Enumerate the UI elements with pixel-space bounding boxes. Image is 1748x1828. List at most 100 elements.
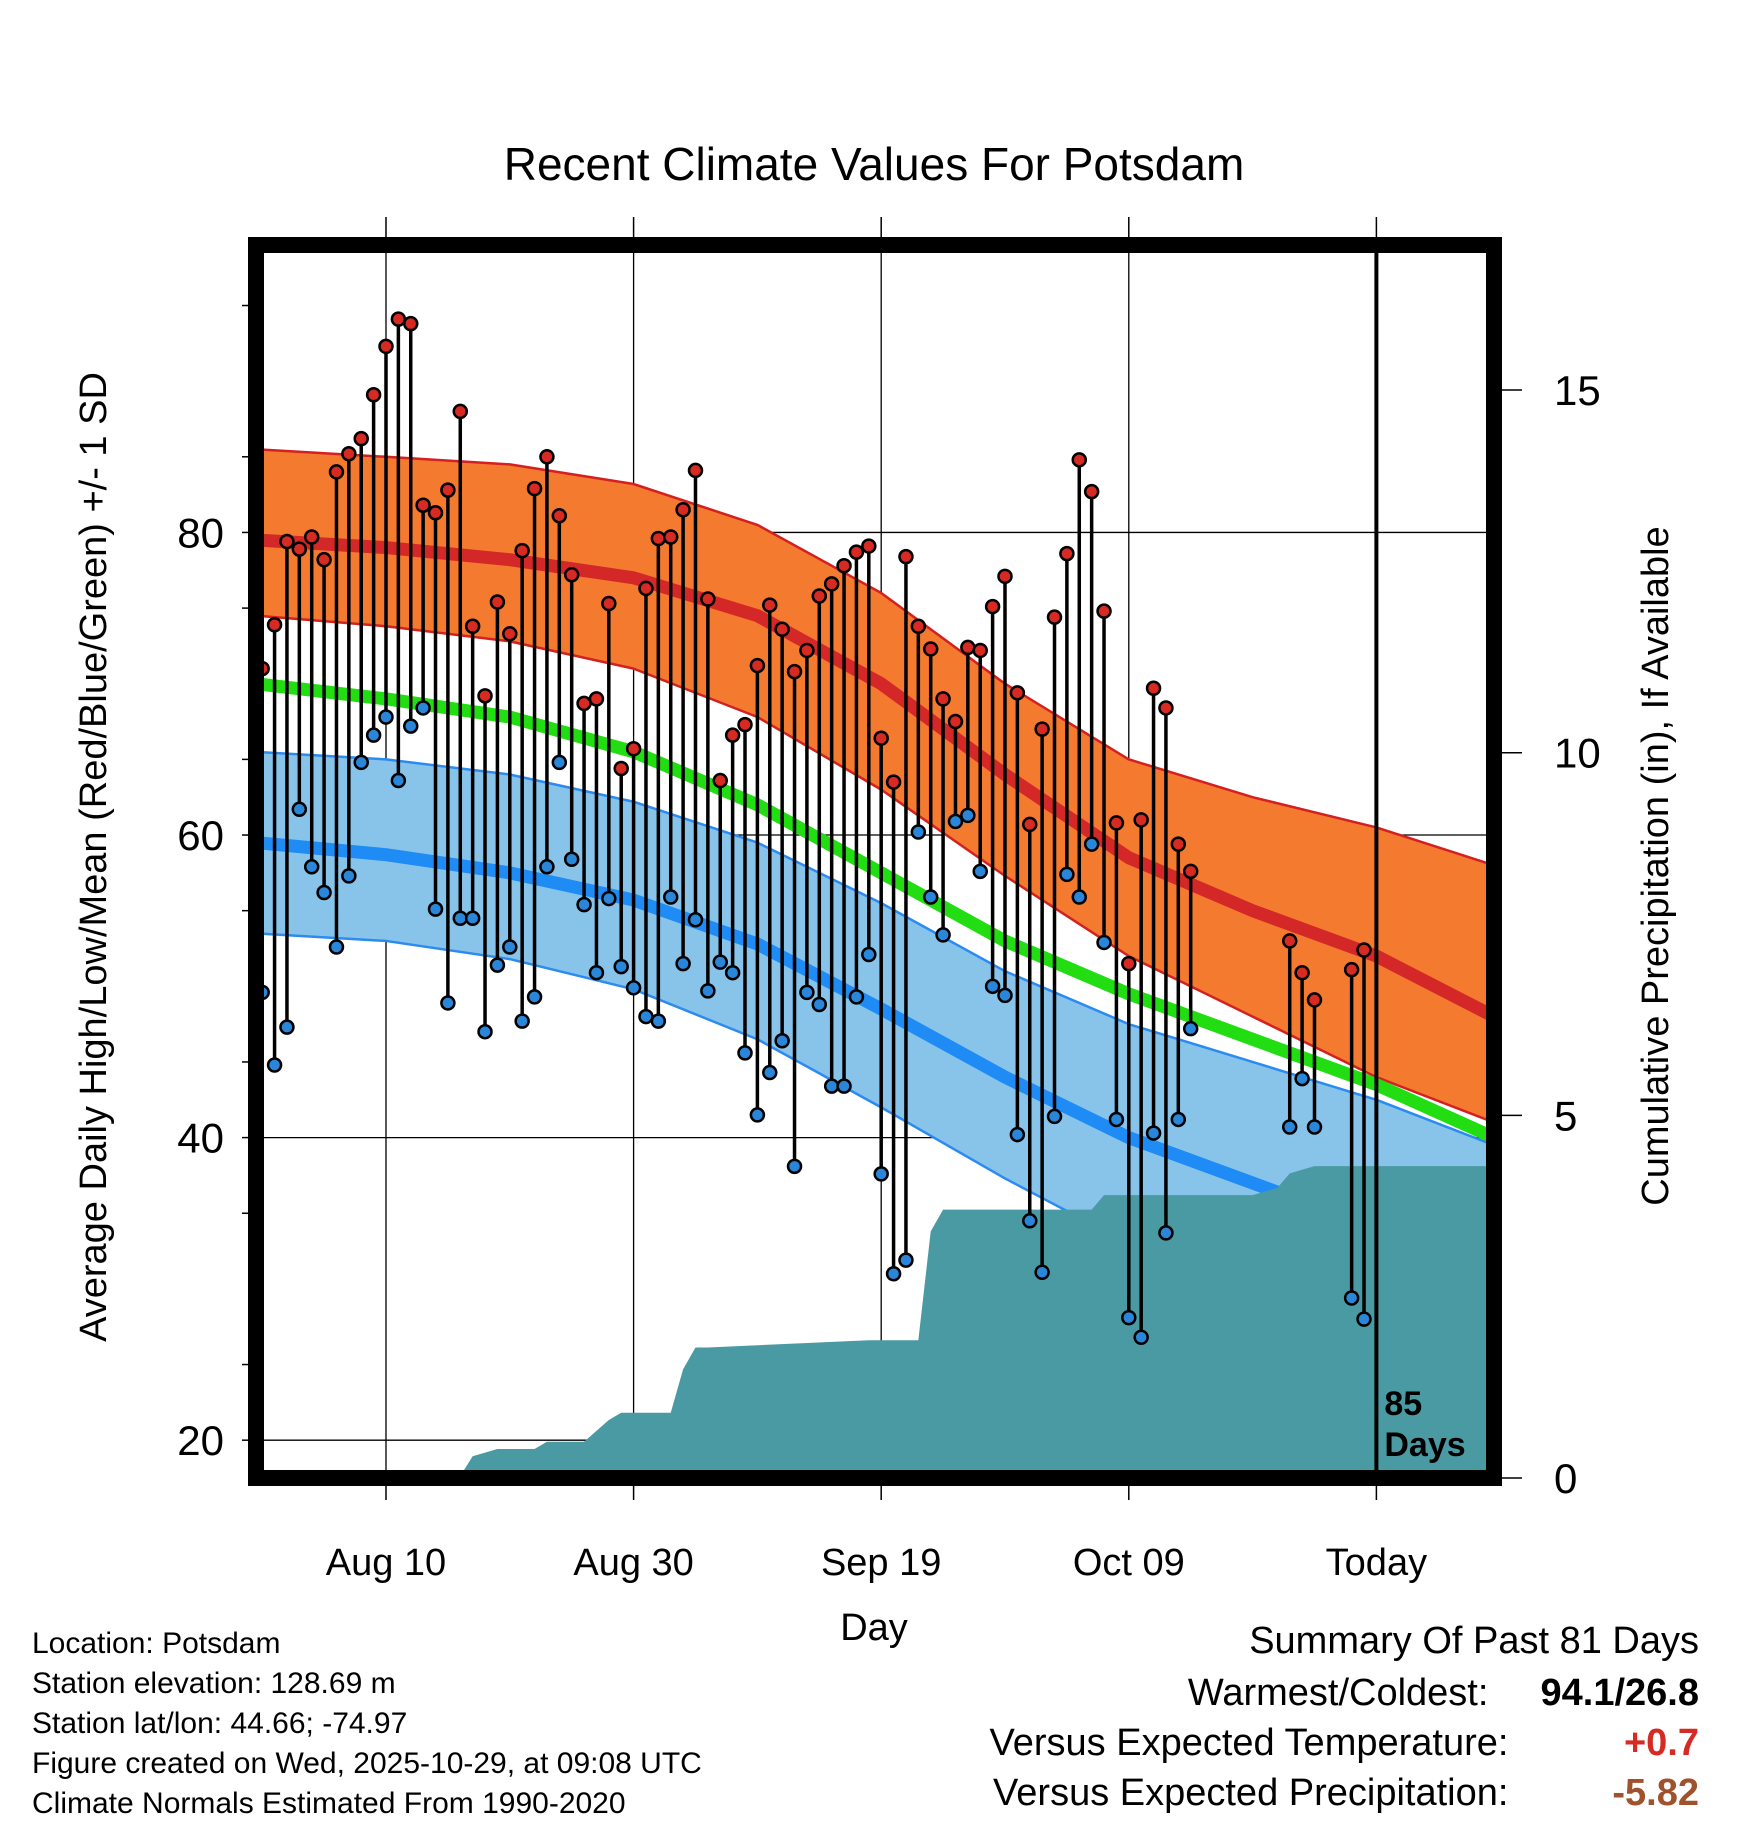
- summary-precip: Versus Expected Precipitation: -5.82: [993, 1772, 1699, 1815]
- obs-low-point: [885, 1266, 902, 1282]
- high-upper-edge: [256, 447, 1494, 867]
- summary-temp: Versus Expected Temperature: +0.7: [990, 1722, 1699, 1765]
- obs-high-point: [551, 508, 568, 524]
- obs-high-point: [1096, 603, 1112, 619]
- x-tick-label: Sep 19: [821, 1542, 941, 1584]
- obs-high-point: [427, 505, 444, 521]
- obs-low-point: [1145, 1125, 1162, 1141]
- high-mean-line: [256, 533, 1494, 1023]
- obs-low-point: [1108, 1111, 1125, 1128]
- y2-tick-label: 5: [1554, 1092, 1577, 1139]
- obs-high-point: [365, 387, 382, 403]
- obs-low-point: [563, 851, 580, 867]
- obs-high-point: [873, 730, 889, 746]
- axes: 20 40 60 80 0 5 10 15 Aug 10 Aug 30 Sep 19 Oct 09 To…: [73, 217, 1677, 1649]
- obs-low-point: [1294, 1070, 1310, 1087]
- obs-low-point: [861, 946, 877, 963]
- obs-high-point: [1133, 812, 1149, 828]
- obs-high-point: [477, 688, 493, 704]
- obs-low-point: [650, 1013, 667, 1029]
- obs-high-point: [898, 548, 914, 565]
- obs-high-point: [662, 529, 679, 545]
- warm-cold-value: 94.1/26.8: [1540, 1672, 1699, 1714]
- obs-low-point: [1022, 1213, 1038, 1229]
- obs-high-point: [1306, 992, 1323, 1008]
- obs-low-point: [786, 1158, 803, 1175]
- obs-low-point: [464, 910, 481, 926]
- obs-high-point: [378, 338, 394, 355]
- obs-high-point: [539, 449, 555, 465]
- obs-high-point: [724, 727, 741, 743]
- obs-high-point: [786, 663, 803, 680]
- obs-high-point: [341, 446, 357, 462]
- obs-low-point: [316, 884, 332, 901]
- x-tick-label: Aug 30: [573, 1542, 693, 1584]
- obs-high-point: [774, 621, 790, 638]
- obs-high-point: [972, 642, 988, 659]
- obs-low-point: [947, 813, 964, 830]
- obs-high-point: [823, 576, 840, 592]
- obs-high-point: [935, 691, 951, 707]
- latlon-text: Station lat/lon: 44.66; -74.97: [32, 1707, 408, 1740]
- y2-tick-label: 0: [1554, 1455, 1577, 1502]
- y-axis-title: Average Daily High/Low/Mean (Red/Blue/Gr…: [73, 372, 115, 1342]
- normals-text: Climate Normals Estimated From 1990-2020: [32, 1787, 626, 1820]
- obs-low-point: [873, 1166, 889, 1182]
- obs-high-point: [502, 626, 518, 642]
- obs-low-point: [1096, 934, 1112, 951]
- obs-high-point: [440, 482, 456, 498]
- obs-low-point: [1071, 889, 1088, 905]
- obs-low-point: [427, 901, 444, 917]
- obs-high-point: [328, 464, 345, 480]
- obs-low-point: [724, 964, 741, 981]
- obs-low-point: [403, 718, 419, 734]
- obs-low-point: [526, 989, 543, 1005]
- obs-high-point: [650, 530, 667, 547]
- obs-high-point: [762, 597, 778, 613]
- obs-low-point: [415, 700, 431, 716]
- obs-low-point: [1343, 1290, 1360, 1306]
- y-tick-label: 60: [177, 812, 224, 859]
- obs-low-point: [353, 754, 369, 771]
- obs-low-point: [625, 980, 642, 996]
- precip-anomaly-value: -5.82: [1612, 1772, 1699, 1814]
- obs-high-point: [1170, 836, 1187, 852]
- obs-high-point: [737, 716, 753, 733]
- obs-high-point: [1121, 955, 1137, 972]
- y-tick-label: 80: [177, 509, 224, 556]
- obs-high-point: [576, 695, 592, 712]
- obs-high-point: [563, 567, 580, 583]
- obs-high-point: [799, 642, 815, 659]
- obs-low-point: [972, 863, 988, 880]
- obs-high-point: [1071, 452, 1088, 468]
- obs-low-point: [1121, 1309, 1137, 1326]
- obs-high-point: [1034, 721, 1050, 737]
- obs-high-point: [588, 691, 605, 707]
- obs-high-point: [1158, 700, 1174, 716]
- obs-high-point: [712, 772, 728, 789]
- obs-low-point: [898, 1252, 914, 1268]
- obs-high-point: [638, 580, 654, 597]
- obs-high-point: [984, 598, 1001, 615]
- obs-low-point: [341, 868, 357, 884]
- obs-low-point: [502, 939, 518, 955]
- obs-low-point: [1083, 836, 1100, 852]
- obs-low-point: [613, 958, 629, 975]
- obs-high-point: [861, 538, 877, 554]
- obs-low-point: [1059, 866, 1075, 883]
- obs-low-point: [922, 889, 939, 905]
- obs-high-point: [848, 544, 865, 560]
- precip-anomaly-label: Versus Expected Precipitation:: [993, 1772, 1509, 1814]
- obs-high-point: [390, 311, 407, 327]
- obs-high-point: [1009, 685, 1026, 701]
- obs-high-point: [1145, 680, 1162, 697]
- x-axis-title: Day: [840, 1607, 908, 1649]
- obs-low-point: [1034, 1264, 1050, 1280]
- obs-high-point: [613, 760, 629, 777]
- obs-high-point: [910, 618, 927, 634]
- obs-low-point: [1133, 1329, 1149, 1346]
- obs-high-point: [836, 557, 852, 574]
- obs-low-point: [303, 859, 320, 875]
- obs-high-point: [922, 641, 939, 657]
